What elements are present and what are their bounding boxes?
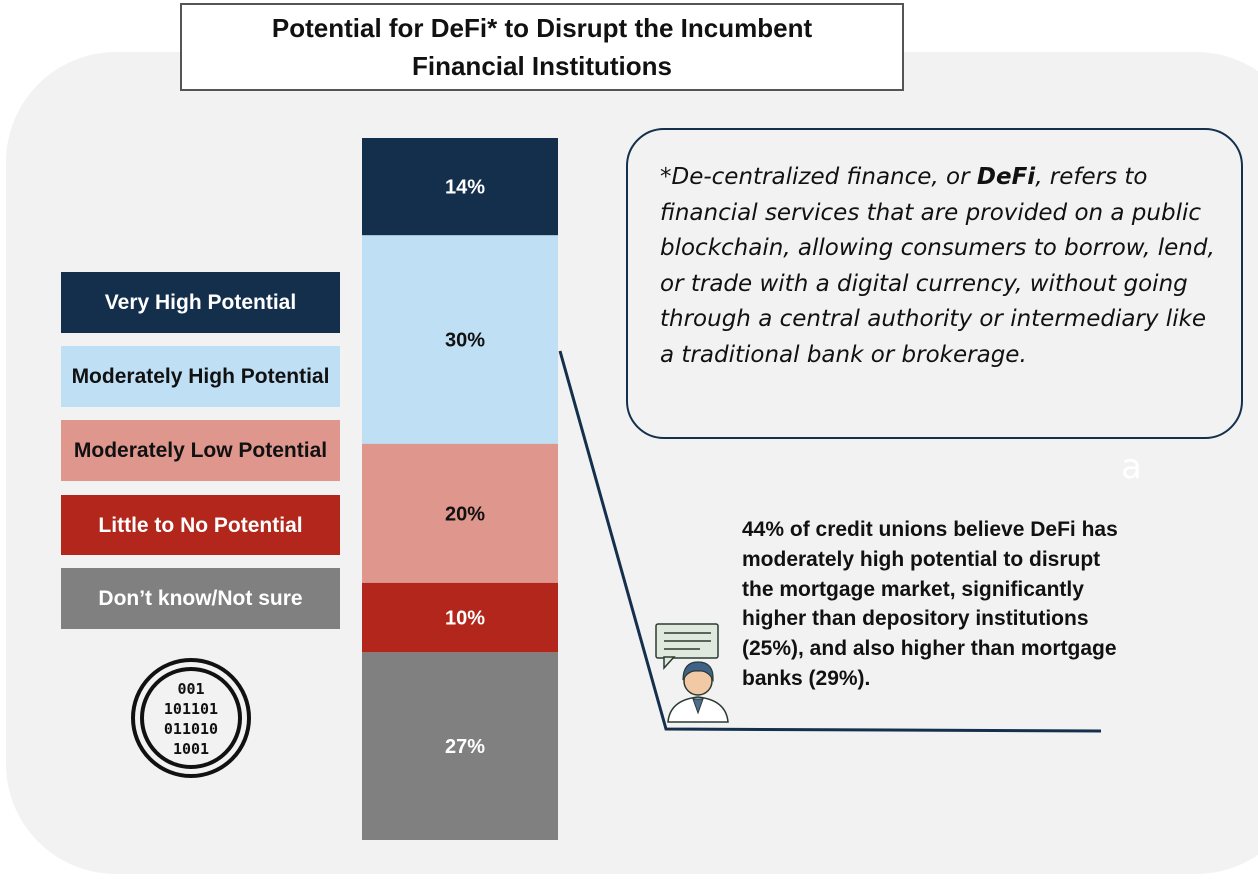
definition-prefix: *De-centralized finance, or bbox=[660, 164, 977, 190]
legend-item-moderately-high: Moderately High Potential bbox=[61, 346, 340, 407]
bar-segment bbox=[362, 582, 558, 653]
data-label: 30% bbox=[445, 330, 485, 352]
data-label: 27% bbox=[445, 736, 485, 758]
bar-segment bbox=[362, 235, 558, 444]
chart-title: Potential for DeFi* to Disrupt the Incum… bbox=[271, 13, 813, 81]
legend-item-dont-know: Don’t know/Not sure bbox=[61, 568, 340, 629]
data-label: 10% bbox=[445, 608, 485, 630]
definition-term: DeFi bbox=[976, 164, 1036, 190]
bar-segment bbox=[362, 138, 558, 236]
callout-text: 44% of credit unions believe DeFi has mo… bbox=[742, 518, 1118, 690]
chart-title-box: Potential for DeFi* to Disrupt the Incum… bbox=[180, 3, 904, 91]
legend-label: Very High Potential bbox=[104, 291, 297, 314]
legend-item-very-high: Very High Potential bbox=[61, 272, 340, 333]
data-label: 14% bbox=[445, 177, 485, 199]
defi-definition-box: *De-centralized finance, or DeFi, refers… bbox=[626, 128, 1243, 439]
definition-suffix: , refers to financial services that are … bbox=[660, 164, 1215, 368]
legend-label: Don’t know/Not sure bbox=[98, 587, 303, 610]
bar-segment bbox=[362, 443, 558, 583]
legend-item-little-to-no: Little to No Potential bbox=[61, 495, 340, 555]
legend-item-moderately-low: Moderately Low Potential bbox=[61, 420, 340, 481]
bar-segment bbox=[362, 652, 558, 840]
legend-label: Little to No Potential bbox=[98, 513, 303, 537]
data-label: 20% bbox=[445, 503, 485, 525]
legend-label: Moderately Low Potential bbox=[73, 439, 328, 462]
legend-label: Moderately High Potential bbox=[71, 365, 330, 388]
stray-letter: a bbox=[1121, 447, 1142, 487]
